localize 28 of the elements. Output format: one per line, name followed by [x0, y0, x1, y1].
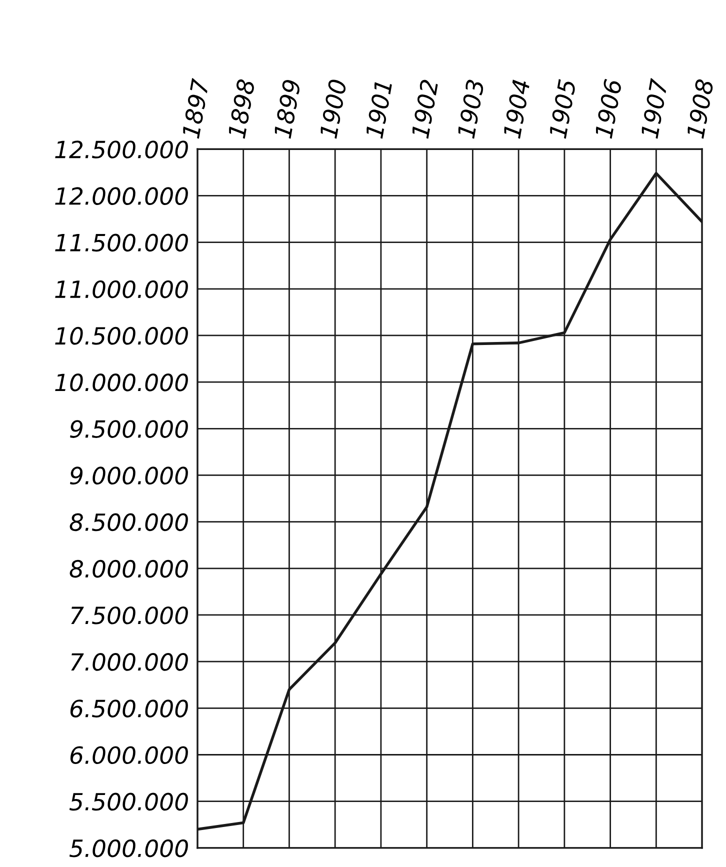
x-tick-label: 1899 — [273, 79, 301, 139]
x-tick-label: 1907 — [640, 78, 668, 139]
x-tick-label: 1904 — [502, 79, 530, 139]
x-tick-label: 1905 — [548, 79, 576, 139]
x-tick-label: 1902 — [410, 79, 439, 139]
y-tick-label: 7.000.000 — [71, 653, 188, 671]
y-tick-label: 6.000.000 — [70, 746, 188, 764]
y-tick-label: 10.000.000 — [55, 374, 188, 392]
y-tick-label: 11.000.000 — [55, 280, 188, 298]
x-tick-label: 1900 — [319, 78, 347, 139]
x-tick-label: 1903 — [456, 79, 484, 139]
y-tick-label: 5.500.000 — [69, 792, 188, 811]
y-tick-label: 9.000.000 — [70, 466, 188, 485]
y-tick-label: 12.000.000 — [55, 187, 188, 206]
x-tick-label: 1906 — [594, 78, 622, 139]
x-tick-label: 1901 — [365, 81, 392, 139]
y-tick-label: 5.000.000 — [69, 839, 188, 858]
y-tick-label: 7.500.000 — [71, 606, 188, 624]
y-tick-label: 9.500.000 — [70, 420, 188, 438]
y-tick-label: 8.000.000 — [70, 560, 188, 578]
x-tick-label: 1898 — [227, 78, 256, 139]
y-tick-label: 6.500.000 — [70, 700, 188, 718]
y-tick-label: 12.500.000 — [55, 140, 188, 158]
x-tick-label: 1908 — [686, 78, 714, 139]
y-tick-label: 10.500.000 — [55, 326, 188, 345]
y-tick-label: 8.500.000 — [70, 513, 188, 532]
y-tick-label: 11.500.000 — [55, 234, 188, 252]
x-tick-label: 1897 — [182, 78, 210, 139]
